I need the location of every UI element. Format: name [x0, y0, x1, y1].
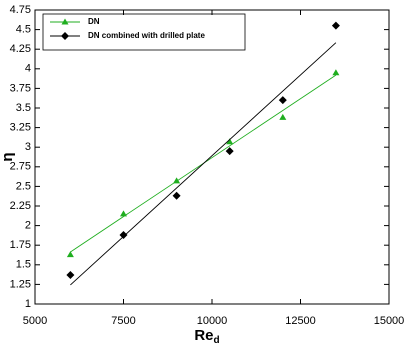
y-tick-label: 1.75: [10, 239, 31, 251]
marker: [119, 231, 128, 240]
marker: [120, 210, 127, 217]
marker: [172, 191, 181, 200]
x-axis-title: Red: [194, 327, 219, 346]
legend-marker: [61, 18, 69, 25]
y-tick-label: 2.5: [16, 180, 31, 192]
y-tick-label: 4.25: [10, 43, 31, 55]
x-tick-label: 15000: [374, 315, 405, 327]
y-tick-label: 4.75: [10, 4, 31, 16]
marker: [225, 147, 234, 156]
marker: [66, 270, 75, 279]
y-tick-label: 1: [25, 298, 31, 310]
trend-line: [70, 42, 337, 286]
x-tick-label: 10000: [197, 315, 228, 327]
legend-text: DN combined with drilled plate: [88, 31, 205, 40]
y-tick-label: 2: [25, 220, 31, 232]
y-tick-label: 2.75: [10, 161, 31, 173]
marker: [331, 21, 340, 30]
y-axis-title: η: [0, 152, 16, 161]
y-tick-label: 3.25: [10, 122, 31, 134]
plot-frame: [34, 9, 390, 305]
x-tick-label: 5000: [23, 315, 47, 327]
marker: [332, 69, 340, 76]
y-tick-label: 3.5: [16, 102, 31, 114]
x-axis-title-subscript: d: [214, 335, 220, 346]
x-tick-label: 12500: [285, 315, 316, 327]
marker: [66, 251, 74, 258]
y-tick-label: 4.5: [16, 24, 31, 36]
x-tick-label: 7500: [111, 315, 135, 327]
legend-marker: [61, 32, 69, 40]
marker: [279, 113, 287, 120]
y-tick-label: 4: [25, 63, 31, 75]
y-tick-label: 3: [25, 141, 31, 153]
marker: [173, 177, 181, 184]
y-tick-label: 3.75: [10, 82, 31, 94]
x-axis-title-main: Re: [194, 327, 213, 344]
marker: [226, 138, 234, 145]
legend-text: DN: [88, 17, 100, 26]
marker: [278, 96, 287, 105]
y-tick-label: 1.5: [16, 259, 31, 271]
y-tick-label: 1.25: [10, 278, 31, 290]
legend: [42, 13, 246, 51]
y-tick-label: 2.25: [10, 200, 31, 212]
